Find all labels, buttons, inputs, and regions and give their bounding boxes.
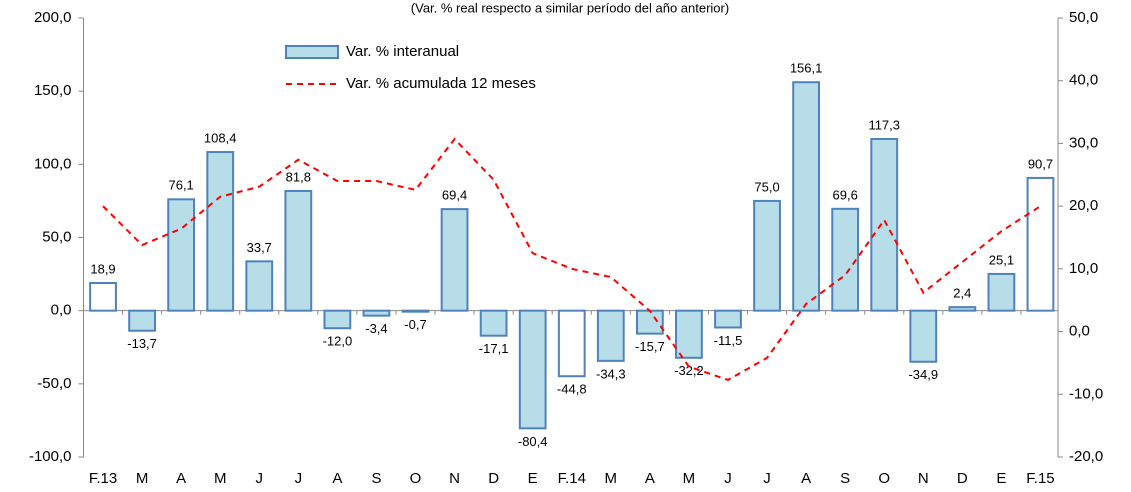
y2-tick-label: -20,0 xyxy=(1069,448,1103,465)
value-label: 69,6 xyxy=(833,187,858,202)
value-label: 75,0 xyxy=(754,179,779,194)
value-label: 25,1 xyxy=(989,252,1014,267)
x-tick-label: M xyxy=(214,470,227,487)
bar xyxy=(401,309,430,313)
bar xyxy=(440,208,469,312)
y2-tick-label: 20,0 xyxy=(1069,197,1098,214)
value-label: 117,3 xyxy=(868,117,900,132)
bar xyxy=(128,309,156,332)
y-tick-label: 200,0 xyxy=(34,9,72,26)
value-label: -13,7 xyxy=(127,336,157,351)
y2-tick-label: -10,0 xyxy=(1069,385,1103,402)
x-tick-label: J xyxy=(295,470,303,487)
x-tick-label: E xyxy=(528,470,538,487)
bar xyxy=(518,309,547,430)
line xyxy=(102,137,1042,381)
x-tick-label: J xyxy=(724,470,732,487)
y-tick-label: -50,0 xyxy=(37,375,71,392)
value-label: -3,4 xyxy=(365,321,387,336)
value-label: 18,9 xyxy=(90,261,115,276)
value-label: 156,1 xyxy=(790,61,823,76)
bar xyxy=(948,306,977,312)
bar xyxy=(792,81,820,312)
x-tick-label: F.14 xyxy=(558,470,586,487)
x-tick-label: M xyxy=(136,470,149,487)
value-label: -80,4 xyxy=(518,434,548,449)
y-tick-label: -100,0 xyxy=(29,448,72,465)
x-tick-label: F.15 xyxy=(1026,470,1054,487)
bar xyxy=(89,282,117,312)
legend-label: Var. % interanual xyxy=(346,43,459,60)
y2-tick-label: 10,0 xyxy=(1069,260,1098,277)
x-tick-label: A xyxy=(332,470,342,487)
y-tick-label: 150,0 xyxy=(34,82,72,99)
y-tick-label: 50,0 xyxy=(42,228,71,245)
y2-tick-label: 50,0 xyxy=(1069,9,1098,26)
value-label: -12,0 xyxy=(323,334,353,349)
legend-swatch xyxy=(285,45,339,59)
bar xyxy=(596,309,625,362)
x-tick-label: F.13 xyxy=(89,470,117,487)
bar xyxy=(557,309,586,378)
value-label: 108,4 xyxy=(204,130,237,145)
x-tick-label: E xyxy=(996,470,1006,487)
x-tick-label: O xyxy=(410,470,422,487)
y2-tick-label: 30,0 xyxy=(1069,134,1098,151)
x-tick-label: M xyxy=(605,470,618,487)
y2-tick-label: 0,0 xyxy=(1069,323,1090,340)
x-tick-label: A xyxy=(645,470,655,487)
x-tick-label: S xyxy=(840,470,850,487)
value-label: -44,8 xyxy=(557,382,587,397)
value-label: 76,1 xyxy=(168,178,193,193)
bar xyxy=(635,309,664,335)
value-label: 2,4 xyxy=(953,286,971,301)
x-tick-label: A xyxy=(176,470,186,487)
value-label: -34,3 xyxy=(596,366,626,381)
bar xyxy=(831,207,860,312)
bar xyxy=(909,309,938,363)
bar xyxy=(1026,176,1055,312)
x-tick-label: D xyxy=(488,470,499,487)
y-tick-label: 100,0 xyxy=(34,155,72,172)
bar xyxy=(206,151,235,312)
bar xyxy=(753,199,781,312)
x-tick-label: J xyxy=(763,470,771,487)
bar xyxy=(675,309,703,359)
value-label: -17,1 xyxy=(479,341,509,356)
x-tick-label: J xyxy=(256,470,264,487)
value-label: -34,9 xyxy=(908,367,938,382)
bar xyxy=(167,198,196,312)
value-label: -0,7 xyxy=(404,317,426,332)
bar xyxy=(987,272,1016,312)
x-tick-label: A xyxy=(801,470,811,487)
legend-label: Var. % acumulada 12 meses xyxy=(346,75,536,92)
x-tick-label: N xyxy=(918,470,929,487)
bar xyxy=(323,309,352,330)
value-label: -11,5 xyxy=(714,333,743,348)
bar xyxy=(870,138,899,312)
bar xyxy=(284,189,313,312)
value-label: 90,7 xyxy=(1028,156,1053,171)
value-label: 81,8 xyxy=(286,169,311,184)
x-tick-label: D xyxy=(957,470,968,487)
bar xyxy=(714,309,742,329)
y2-tick-label: 40,0 xyxy=(1069,72,1098,89)
x-tick-label: M xyxy=(683,470,696,487)
x-tick-label: N xyxy=(449,470,460,487)
y-tick-label: 0,0 xyxy=(51,302,72,319)
bar xyxy=(362,309,391,317)
value-label: 69,4 xyxy=(442,188,467,203)
bar xyxy=(479,309,508,337)
bar xyxy=(245,260,274,312)
value-label: -15,7 xyxy=(635,339,665,354)
value-label: 33,7 xyxy=(247,240,272,255)
x-tick-label: O xyxy=(878,470,890,487)
chart-subtitle: (Var. % real respecto a similar período … xyxy=(411,0,729,15)
value-label: -32,2 xyxy=(674,363,704,378)
x-tick-label: S xyxy=(371,470,381,487)
